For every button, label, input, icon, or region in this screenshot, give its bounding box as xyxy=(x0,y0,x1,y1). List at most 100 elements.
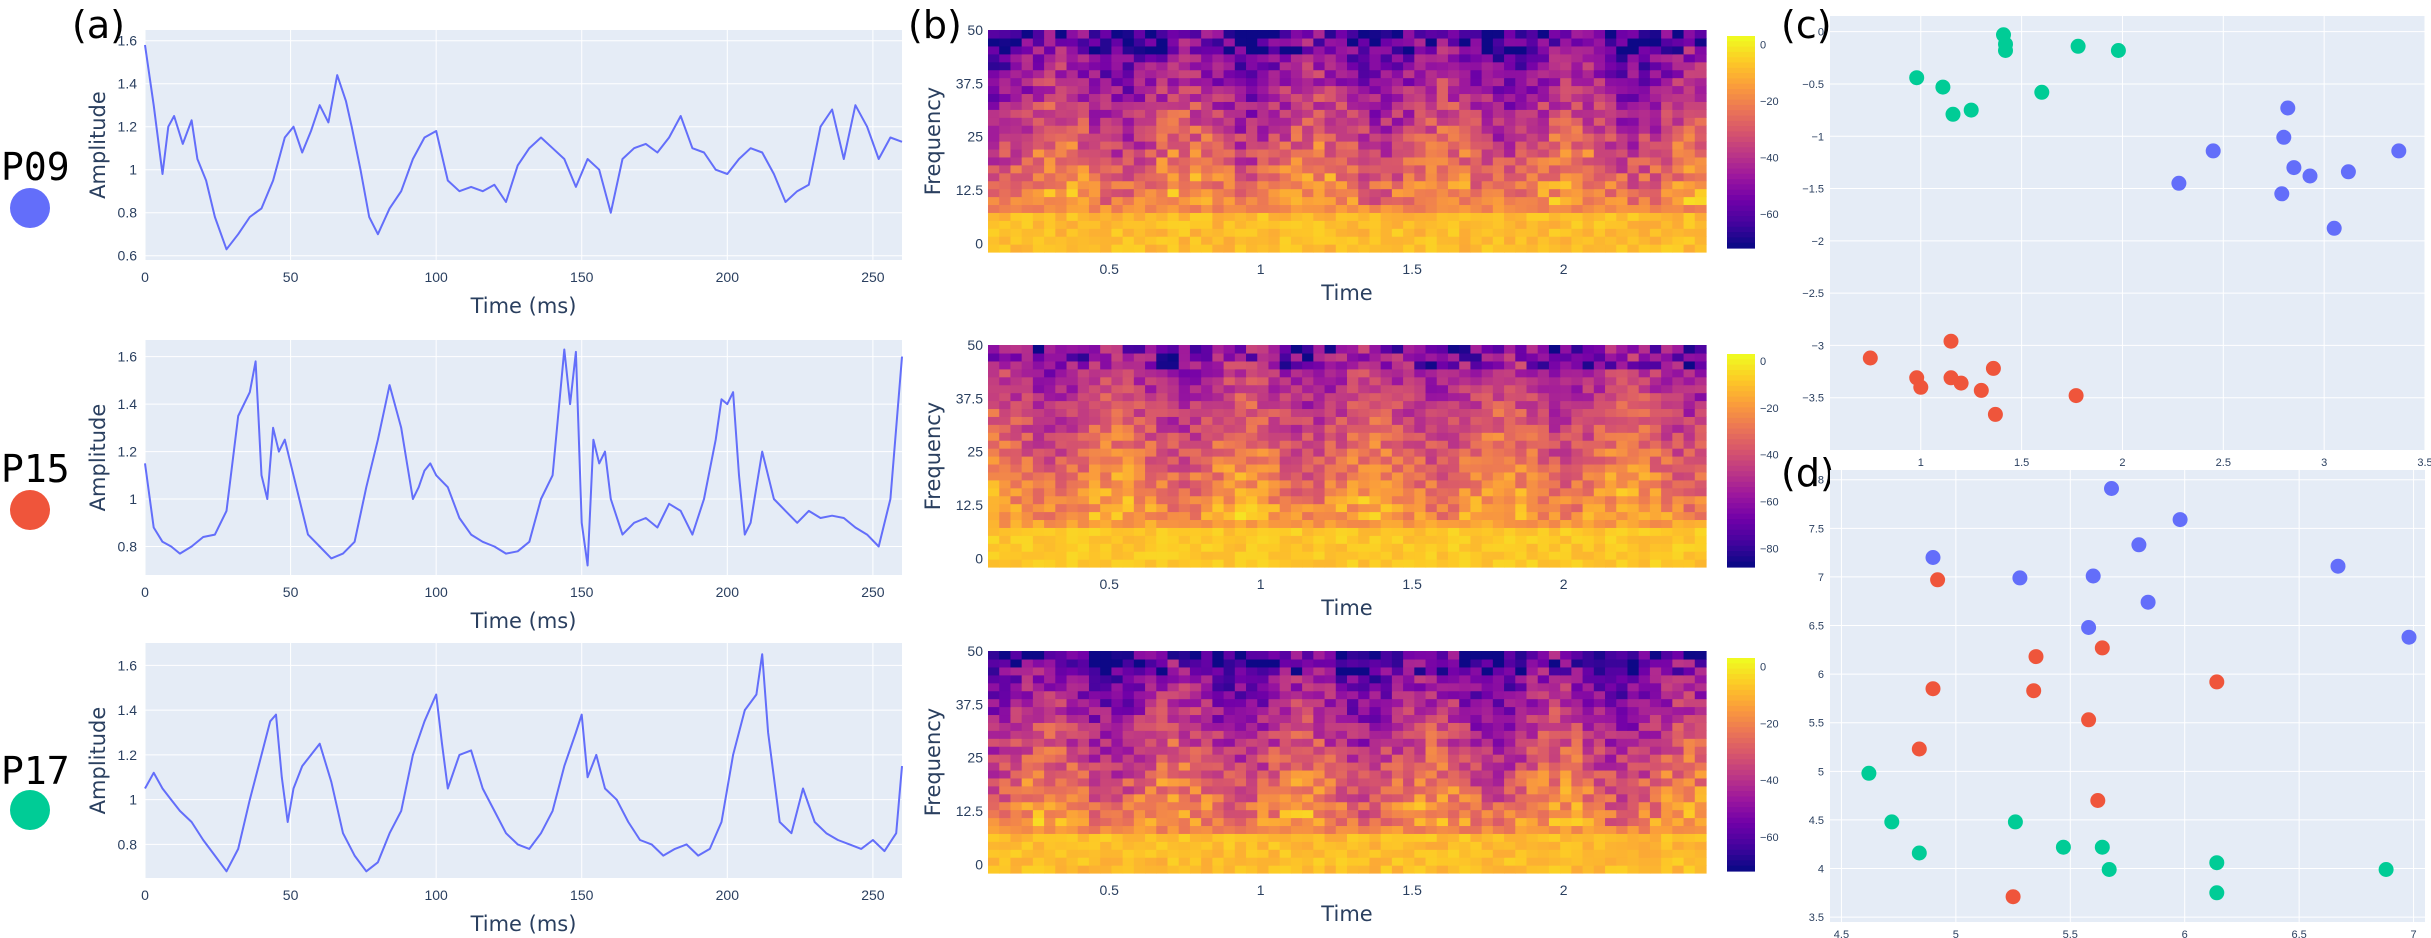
heatmap-cell xyxy=(1145,368,1157,378)
heatmap-cell xyxy=(1201,360,1213,370)
heatmap-cell xyxy=(1492,527,1505,536)
heatmap-cell xyxy=(1582,236,1595,245)
heatmap-cell xyxy=(1212,212,1225,221)
heatmap-cell xyxy=(1212,754,1225,763)
heatmap-cell xyxy=(1133,352,1146,362)
heatmap-cell xyxy=(1616,376,1629,386)
heatmap-cell xyxy=(1055,384,1068,394)
heatmap-cell xyxy=(1201,196,1213,206)
heatmap-cell xyxy=(1335,738,1348,747)
heatmap-cell xyxy=(1470,801,1483,811)
heatmap-cell xyxy=(1279,244,1292,253)
heatmap-cell xyxy=(1201,93,1213,102)
heatmap-cell xyxy=(1425,754,1438,763)
heatmap-cell xyxy=(1335,503,1348,513)
colorbar-step xyxy=(1727,519,1755,525)
heatmap-cell xyxy=(1661,865,1673,874)
heatmap-cell xyxy=(1223,93,1236,102)
heatmap-cell xyxy=(1246,45,1258,55)
heatmap-cell xyxy=(1189,849,1202,858)
heatmap-cell xyxy=(1459,236,1472,245)
heatmap-cell xyxy=(1010,809,1023,819)
heatmap-cell xyxy=(1492,236,1505,245)
heatmap-cell xyxy=(1403,432,1415,441)
heatmap-cell xyxy=(1369,471,1382,481)
heatmap-cell xyxy=(1683,133,1696,142)
heatmap-cell xyxy=(1167,543,1180,552)
signal-line xyxy=(144,348,903,567)
heatmap-cell xyxy=(1369,456,1382,465)
heatmap-cell xyxy=(1492,93,1505,102)
heatmap-cell xyxy=(1627,212,1640,221)
heatmap-cell xyxy=(1021,30,1034,39)
heatmap-cell xyxy=(1526,360,1539,370)
heatmap-cell xyxy=(1436,352,1449,362)
heatmap-cell xyxy=(1380,53,1393,63)
heatmap-cell xyxy=(1492,456,1505,465)
heatmap-cell xyxy=(1167,141,1180,150)
heatmap-cell xyxy=(1436,769,1449,779)
heatmap-cell xyxy=(1133,777,1146,787)
heatmap-cell xyxy=(1638,762,1651,771)
colorbar-step xyxy=(1727,232,1755,238)
heatmap-cell xyxy=(1537,487,1550,497)
heatmap-cell xyxy=(1234,109,1247,118)
heatmap-cell xyxy=(1234,448,1247,457)
heatmap-cell xyxy=(1044,479,1056,489)
heatmap-cell xyxy=(1447,730,1460,739)
heatmap-cell xyxy=(1189,125,1202,134)
heatmap-cell xyxy=(1100,440,1113,449)
heatmap-cell xyxy=(1055,809,1068,819)
heatmap-cell xyxy=(1268,448,1281,457)
heatmap-cell xyxy=(1032,543,1045,552)
heatmap-cell xyxy=(1593,156,1606,166)
heatmap-cell xyxy=(1189,109,1202,118)
heatmap-cell xyxy=(1694,53,1707,63)
heatmap-cell xyxy=(1548,865,1561,874)
heatmap-cell xyxy=(1156,368,1169,378)
heatmap-cell xyxy=(1021,487,1034,497)
heatmap-cell xyxy=(1593,53,1606,63)
heatmap-cell xyxy=(1122,448,1135,457)
heatmap-cell xyxy=(1391,188,1404,198)
heatmap-cell xyxy=(1358,148,1371,158)
heatmap-cell xyxy=(1167,535,1180,544)
heatmap-cell xyxy=(1369,746,1382,755)
y-tick-label: 37.5 xyxy=(956,390,983,406)
heatmap-cell xyxy=(1021,841,1034,850)
heatmap-cell xyxy=(1492,196,1505,206)
heatmap-cell xyxy=(1672,376,1685,386)
heatmap-cell xyxy=(1672,543,1685,552)
heatmap-cell xyxy=(1571,487,1584,497)
heatmap-cell xyxy=(1302,456,1314,465)
heatmap-cell xyxy=(1044,503,1056,513)
heatmap-cell xyxy=(1358,392,1371,402)
heatmap-cell xyxy=(1212,801,1225,811)
heatmap-cell xyxy=(1447,503,1460,513)
heatmap-cell xyxy=(1279,188,1292,198)
heatmap-cell xyxy=(1526,738,1539,747)
heatmap-cell xyxy=(1122,212,1135,221)
heatmap-cell xyxy=(1638,416,1651,425)
heatmap-cell xyxy=(1178,77,1191,87)
y-tick-label: 25 xyxy=(967,129,983,145)
heatmap-cell xyxy=(1268,479,1281,489)
heatmap-cell xyxy=(1279,456,1292,465)
heatmap-cell xyxy=(988,479,1000,489)
heatmap-cell xyxy=(1044,93,1056,102)
heatmap-cell xyxy=(1672,188,1685,198)
heatmap-cell xyxy=(1201,448,1213,457)
heatmap-cell xyxy=(1279,352,1292,362)
heatmap-cell xyxy=(1391,141,1404,150)
heatmap-cell xyxy=(1661,487,1673,497)
heatmap-cell xyxy=(1088,471,1101,481)
heatmap-cell xyxy=(1470,53,1483,63)
heatmap-cell xyxy=(1447,196,1460,206)
heatmap-cell xyxy=(1593,448,1606,457)
heatmap-cell xyxy=(1290,746,1303,755)
heatmap-cell xyxy=(1257,376,1270,386)
heatmap-cell xyxy=(988,196,1000,206)
heatmap-cell xyxy=(1414,244,1427,253)
heatmap-cell xyxy=(1167,416,1180,425)
heatmap-cell xyxy=(1403,503,1415,513)
